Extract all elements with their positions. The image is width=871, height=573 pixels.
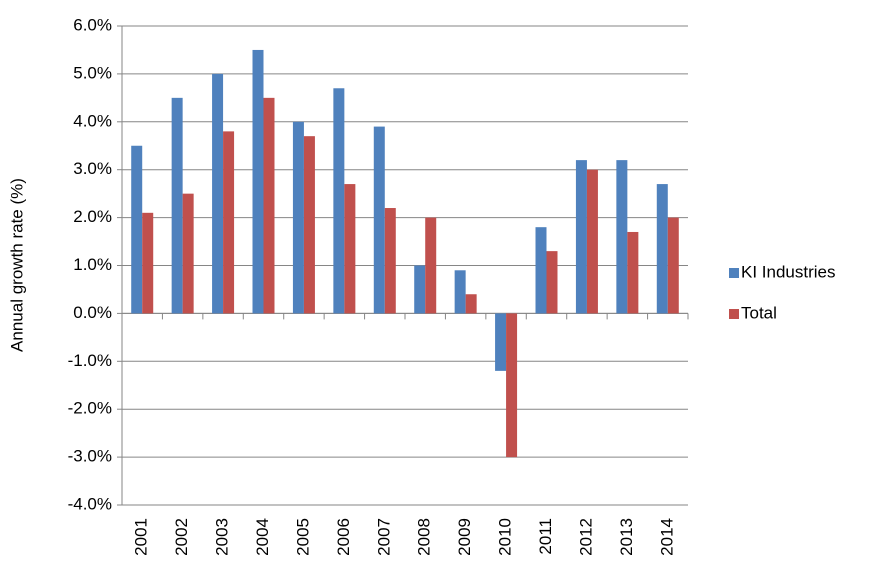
legend-label: KI Industries (741, 262, 836, 281)
bar (212, 73, 224, 314)
bar (292, 121, 304, 314)
bar (131, 145, 143, 314)
bar (384, 208, 396, 314)
x-tick-label: 2009 (455, 518, 474, 556)
x-tick-label: 2002 (172, 518, 191, 556)
y-tick-label: -4.0% (68, 494, 112, 513)
x-tick-label: 2007 (374, 518, 393, 556)
bar (252, 49, 264, 314)
bar (506, 313, 518, 458)
x-tick-label: 2013 (617, 518, 636, 556)
bar (142, 212, 154, 314)
legend-label: Total (741, 303, 777, 322)
y-tick-label: -3.0% (68, 447, 112, 466)
bar (535, 227, 547, 314)
y-tick-label: 1.0% (73, 255, 112, 274)
y-tick-label: 6.0% (73, 15, 112, 34)
bar (425, 217, 437, 314)
y-tick-label: 0.0% (73, 303, 112, 322)
x-tick-label: 2006 (334, 518, 353, 556)
legend-swatch (729, 268, 739, 278)
bar (546, 251, 558, 314)
bar (333, 88, 345, 314)
bar (586, 169, 598, 314)
x-tick-label: 2011 (536, 518, 555, 555)
y-tick-label: 3.0% (73, 159, 112, 178)
bar (263, 97, 275, 314)
bar (182, 193, 194, 314)
bar (303, 136, 315, 314)
y-tick-label: 4.0% (73, 111, 112, 130)
x-tick-label: 2004 (253, 518, 272, 556)
bar (373, 126, 385, 314)
bar (667, 217, 679, 314)
x-tick-label: 2008 (415, 518, 434, 556)
x-tick-label: 2012 (576, 518, 595, 556)
y-tick-label: 2.0% (73, 207, 112, 226)
y-tick-label: -1.0% (68, 351, 112, 370)
bar (465, 294, 477, 314)
y-tick-label: -2.0% (68, 399, 112, 418)
legend-swatch (729, 309, 739, 319)
x-tick-label: 2005 (293, 518, 312, 556)
bar (575, 160, 587, 314)
x-tick-label: 2001 (132, 518, 151, 556)
x-tick-label: 2003 (213, 518, 232, 556)
bar (171, 97, 183, 314)
y-tick-label: 5.0% (73, 63, 112, 82)
bar (414, 265, 426, 314)
bar (656, 184, 668, 314)
bar (627, 231, 639, 314)
bar (454, 270, 466, 314)
bar (344, 184, 356, 314)
x-tick-label: 2010 (496, 518, 515, 556)
x-tick-label: 2014 (657, 518, 676, 556)
bar (223, 131, 235, 314)
bar (616, 160, 628, 314)
bar (495, 313, 507, 371)
y-axis-label: Annual growth rate (%) (7, 178, 26, 352)
